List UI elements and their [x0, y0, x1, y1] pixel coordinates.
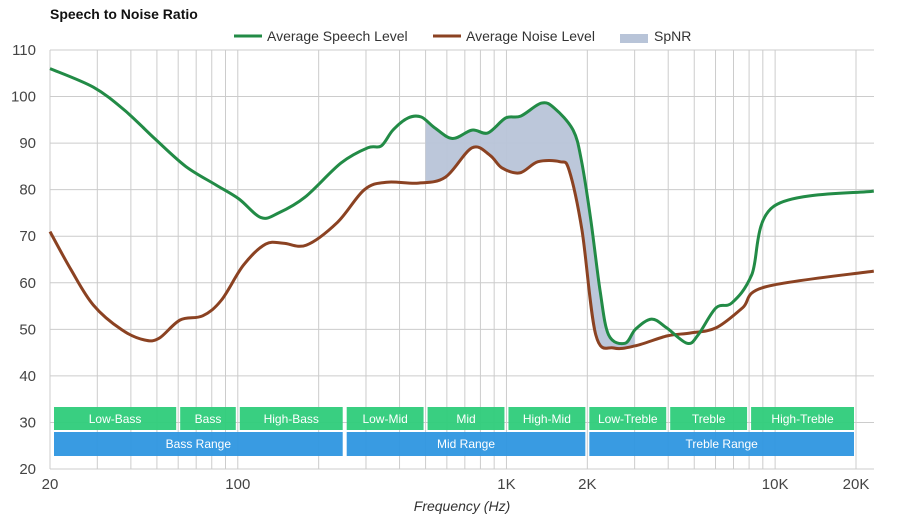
band-low-mid [346, 407, 424, 430]
band-low-treble [589, 407, 667, 430]
x-tick-label: 10K [762, 476, 789, 493]
x-tick-label: 100 [225, 476, 250, 493]
y-tick-label: 40 [19, 368, 36, 385]
y-axis-ticks: 20 30 40 50 60 70 80 90 100 110 [11, 42, 36, 478]
y-tick-label: 20 [19, 461, 36, 478]
y-tick-label: 80 [19, 182, 36, 199]
band-high-mid [508, 407, 586, 430]
band-label: High-Mid [523, 412, 571, 426]
band-mid [427, 407, 505, 430]
x-tick-label: 1K [497, 476, 515, 493]
band-label: High-Bass [264, 412, 319, 426]
x-tick-label: 20K [843, 476, 870, 493]
frequency-bands: Low-Bass Bass High-Bass Low-Mid Mid High-Mid L… [54, 407, 854, 456]
chart-title: Speech to Noise Ratio [50, 6, 198, 22]
band-label: Low-Mid [362, 412, 407, 426]
y-tick-label: 70 [19, 228, 36, 245]
y-tick-label: 60 [19, 275, 36, 292]
legend-speech-label: Average Speech Level [267, 28, 408, 44]
x-tick-label: 2K [578, 476, 596, 493]
speech-line [49, 67, 875, 346]
band-high-treble [751, 407, 854, 430]
x-tick-label: 20 [42, 476, 59, 493]
y-tick-label: 100 [11, 89, 36, 106]
range-bass-range [54, 432, 343, 456]
band-label: High-Treble [771, 412, 834, 426]
legend: Average Speech Level Average Noise Level… [234, 28, 691, 44]
band-bass [180, 407, 236, 430]
band-label: Low-Bass [89, 412, 142, 426]
y-tick-label: 110 [12, 42, 36, 59]
grid [49, 49, 874, 470]
band-label: Treble [692, 412, 726, 426]
spnr-area-layer [425, 102, 635, 349]
legend-item-speech[interactable]: Average Speech Level [234, 28, 408, 44]
band-label: Low-Treble [598, 412, 658, 426]
y-tick-label: 50 [19, 321, 36, 338]
range-treble-range [589, 432, 854, 456]
band-label: Bass [195, 412, 222, 426]
legend-noise-label: Average Noise Level [466, 28, 595, 44]
range-mid-range [346, 432, 586, 456]
y-tick-label: 90 [19, 135, 36, 152]
legend-spnr-swatch [620, 34, 648, 43]
band-high-bass [239, 407, 343, 430]
y-tick-label: 30 [19, 414, 36, 431]
legend-item-spnr[interactable]: SpNR [620, 28, 691, 44]
band-low-bass [54, 407, 177, 430]
legend-spnr-label: SpNR [654, 28, 691, 44]
band-label: Mid [456, 412, 475, 426]
band-treble [670, 407, 748, 430]
legend-item-noise[interactable]: Average Noise Level [433, 28, 595, 44]
spnr-area [425, 102, 635, 349]
noise-line [48, 145, 875, 351]
range-label: Treble Range [686, 437, 759, 451]
range-label: Mid Range [437, 437, 495, 451]
series-lines [48, 67, 875, 351]
x-axis-label: Frequency (Hz) [414, 498, 510, 514]
range-label: Bass Range [166, 437, 232, 451]
x-axis-ticks: 20 100 1K 2K 10K 20K [42, 476, 870, 493]
